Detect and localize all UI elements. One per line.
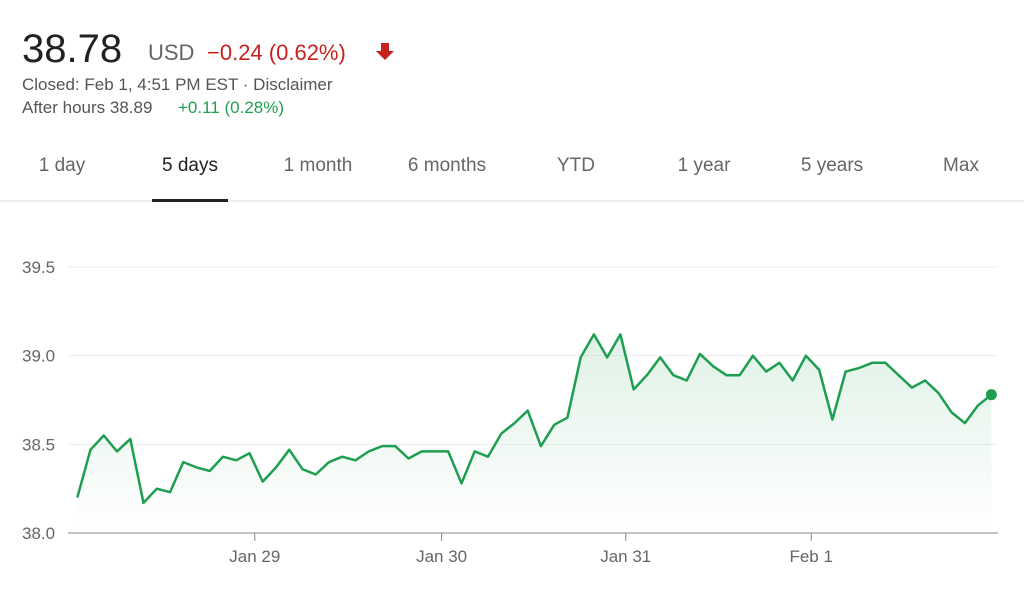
tab[interactable]: YTD bbox=[557, 155, 595, 176]
currency: USD bbox=[148, 40, 194, 65]
x-tick-label: Jan 31 bbox=[600, 547, 651, 566]
tab[interactable]: 1 month bbox=[284, 155, 353, 176]
last-point bbox=[985, 389, 997, 401]
tab[interactable]: Max bbox=[943, 155, 979, 176]
tab[interactable]: 1 year bbox=[678, 155, 731, 176]
after-hours: After hours 38.89 bbox=[22, 98, 152, 117]
change: −0.24 (0.62%) bbox=[207, 40, 346, 65]
x-tick-label: Jan 30 bbox=[416, 547, 467, 566]
chart: 38.0 38.5 39.0 39.5 Jan 29 Jan 30 Jan 31 Feb 1 bbox=[22, 258, 998, 566]
tab[interactable]: 1 day bbox=[39, 155, 86, 176]
tab[interactable]: 6 months bbox=[408, 155, 486, 176]
tab-underline bbox=[152, 199, 228, 202]
tab-bar: 1 day 5 days 1 month 6 months YTD 1 year 5 yea… bbox=[39, 155, 980, 176]
price: 38.78 bbox=[22, 27, 122, 71]
x-tick-label: Feb 1 bbox=[789, 547, 832, 566]
area bbox=[77, 334, 992, 533]
down-arrow bbox=[376, 43, 394, 60]
x-tick-label: Jan 29 bbox=[229, 547, 280, 566]
tab[interactable]: 5 years bbox=[801, 155, 863, 176]
y-tick-label: 39.5 bbox=[22, 258, 55, 277]
status: Closed: Feb 1, 4:51 PM EST · Disclaimer bbox=[22, 75, 333, 94]
y-tick-label: 38.5 bbox=[22, 435, 55, 454]
y-tick-label: 38.0 bbox=[22, 524, 55, 543]
price-line bbox=[76, 333, 993, 505]
tab[interactable]: 5 days bbox=[162, 155, 218, 176]
y-tick-label: 39.0 bbox=[22, 347, 55, 366]
after-hours-change: +0.11 (0.28%) bbox=[178, 98, 284, 117]
